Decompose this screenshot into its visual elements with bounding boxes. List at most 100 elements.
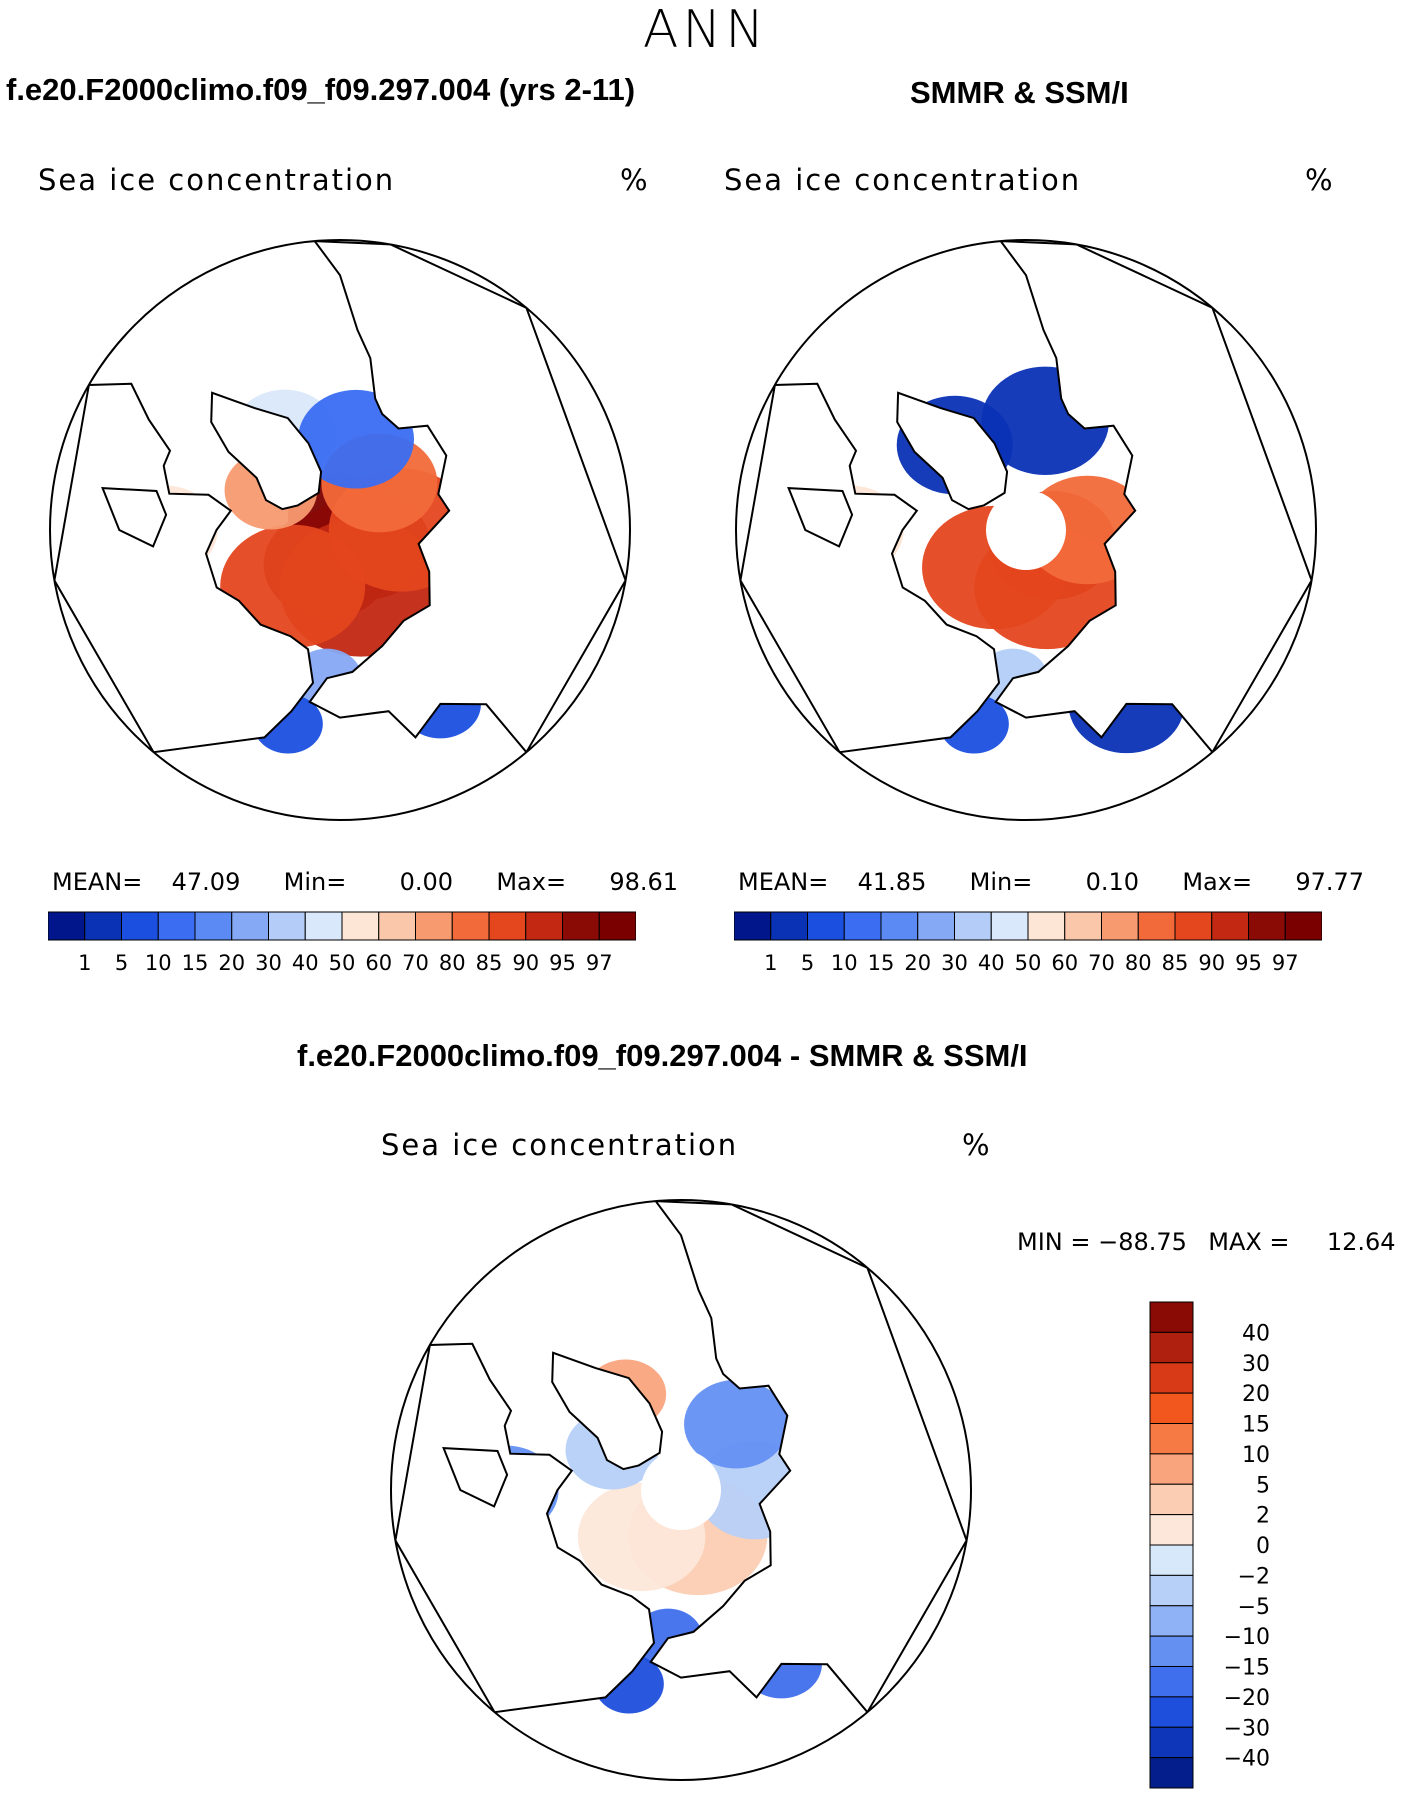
colorbar-tick-label: 5 bbox=[801, 951, 814, 975]
colorbar-tick-label: 95 bbox=[549, 951, 576, 975]
colorbar-box bbox=[194, 911, 233, 941]
coastline bbox=[442, 1447, 509, 1508]
colorbar-box bbox=[378, 911, 416, 941]
colorbar-box bbox=[1149, 1635, 1194, 1667]
coastline bbox=[649, 1200, 968, 1714]
colorbar-box bbox=[843, 911, 882, 941]
colorbar-tick-label: 50 bbox=[329, 951, 356, 975]
coastline bbox=[994, 240, 1313, 754]
colorbar-tick-label: 60 bbox=[365, 951, 392, 975]
colorbar-tick-label: 2 bbox=[1256, 1504, 1270, 1529]
colorbar-box bbox=[1101, 911, 1139, 941]
coastline bbox=[787, 487, 854, 548]
colorbar-tick-label: 1 bbox=[78, 951, 91, 975]
colorbar-tick-label: 15 bbox=[1242, 1413, 1270, 1438]
colorbar-tick-label: 40 bbox=[292, 951, 319, 975]
season-title: ANN bbox=[642, 0, 769, 60]
model-case-title: f.e20.F2000climo.f09_f09.297.004 (yrs 2-… bbox=[6, 72, 636, 107]
colorbar-tick-label: 1 bbox=[764, 951, 777, 975]
coastline bbox=[394, 1342, 656, 1714]
colorbar-box bbox=[415, 911, 453, 941]
colorbar-tick-label: 10 bbox=[145, 951, 172, 975]
colorbar-box bbox=[48, 911, 86, 941]
colorbar-tick-label: 97 bbox=[586, 951, 613, 975]
colorbar-box bbox=[1284, 911, 1322, 941]
diff-case-title: f.e20.F2000climo.f09_f09.297.004 - SMMR … bbox=[297, 1038, 1028, 1073]
colorbar-tick-label: 70 bbox=[1088, 951, 1115, 975]
diff-stats: MIN = −88.75 MAX = 12.64 bbox=[1017, 1228, 1396, 1256]
obs-mean-label: MEAN= bbox=[738, 868, 829, 896]
colorbar-tick-label: 50 bbox=[1015, 951, 1042, 975]
colorbar-tick-label: 30 bbox=[1242, 1352, 1270, 1377]
coastline bbox=[210, 391, 323, 511]
colorbar-box bbox=[1248, 911, 1286, 941]
colorbar-tick-label: 5 bbox=[115, 951, 128, 975]
colorbar-tick-label: 80 bbox=[439, 951, 466, 975]
colorbar-tick-label: 20 bbox=[904, 951, 931, 975]
colorbar-tick-label: −20 bbox=[1224, 1686, 1270, 1711]
pole-hole bbox=[641, 1450, 721, 1530]
model-max-label: Max= bbox=[496, 868, 567, 896]
colorbar-tick-label: 95 bbox=[1235, 951, 1262, 975]
coastline bbox=[101, 487, 168, 548]
map-boundary bbox=[735, 239, 1317, 821]
colorbar-tick-label: −30 bbox=[1224, 1716, 1270, 1741]
colorbar-box bbox=[341, 911, 380, 941]
coastline bbox=[551, 1351, 664, 1471]
colorbar-box bbox=[880, 911, 919, 941]
colorbar-box bbox=[1149, 1301, 1194, 1333]
colorbar-tick-label: 85 bbox=[476, 951, 503, 975]
diff-min-value: −88.75 bbox=[1098, 1228, 1187, 1256]
colorbar-box bbox=[1149, 1362, 1194, 1394]
diff-min-label: MIN = bbox=[1017, 1228, 1091, 1256]
colorbar-box bbox=[1174, 911, 1213, 941]
model-min-label: Min= bbox=[283, 868, 347, 896]
colorbar-tick-label: −40 bbox=[1224, 1747, 1270, 1772]
colorbar-tick-label: 70 bbox=[402, 951, 429, 975]
colorbar-box bbox=[1027, 911, 1066, 941]
colorbar-box bbox=[807, 911, 845, 941]
colorbar-box bbox=[1149, 1574, 1194, 1607]
obs-max-value: 97.77 bbox=[1295, 868, 1365, 896]
colorbar-tick-label: −2 bbox=[1238, 1564, 1270, 1589]
model-max-value: 98.61 bbox=[609, 868, 679, 896]
map-boundary bbox=[49, 239, 631, 821]
colorbar-tick-label: 20 bbox=[1242, 1382, 1270, 1407]
colorbar-tick-label: −5 bbox=[1238, 1595, 1270, 1620]
model-mean-label: MEAN= bbox=[52, 868, 143, 896]
colorbar-tick-label: 10 bbox=[831, 951, 858, 975]
sea-ice-field-patch bbox=[220, 524, 366, 648]
colorbar-tick-label: 90 bbox=[512, 951, 539, 975]
obs-colorbar: 1 5 10 15 20 30 40 50 60 70 80 85 90 95 97 bbox=[734, 911, 1322, 975]
model-polar-map bbox=[49, 239, 631, 821]
obs-max-label: Max= bbox=[1182, 868, 1253, 896]
colorbar-tick-label: 80 bbox=[1125, 951, 1152, 975]
coastline bbox=[53, 382, 315, 754]
colorbar-tick-label: 40 bbox=[1242, 1321, 1270, 1346]
colorbar-box bbox=[770, 911, 808, 941]
colorbar-box bbox=[1137, 911, 1176, 941]
model-min-value: 0.00 bbox=[399, 868, 454, 896]
colorbar-tick-label: 40 bbox=[978, 951, 1005, 975]
diff-variable-label: Sea ice concentration bbox=[381, 1128, 739, 1162]
colorbar-box bbox=[562, 911, 600, 941]
colorbar-box bbox=[990, 911, 1029, 941]
colorbar-box bbox=[1149, 1331, 1194, 1364]
obs-mean-value: 41.85 bbox=[857, 868, 927, 896]
colorbar-tick-label: 0 bbox=[1256, 1534, 1270, 1559]
obs-variable-label: Sea ice concentration bbox=[724, 163, 1082, 197]
colorbar-box bbox=[1149, 1453, 1194, 1485]
colorbar-tick-label: 20 bbox=[218, 951, 245, 975]
model-mean-value: 47.09 bbox=[171, 868, 241, 896]
pole-hole bbox=[986, 490, 1066, 570]
colorbar-box bbox=[121, 911, 159, 941]
colorbar-box bbox=[1149, 1392, 1194, 1424]
colorbar-box bbox=[268, 911, 306, 941]
obs-polar-map bbox=[735, 239, 1317, 821]
colorbar-tick-label: 85 bbox=[1162, 951, 1189, 975]
obs-min-label: Min= bbox=[969, 868, 1033, 896]
model-stats: MEAN= 47.09 Min= 0.00 Max= 98.61 bbox=[52, 868, 678, 896]
model-units-label: % bbox=[620, 163, 650, 197]
diff-polar-map bbox=[390, 1199, 972, 1781]
colorbar-box bbox=[1149, 1514, 1194, 1546]
